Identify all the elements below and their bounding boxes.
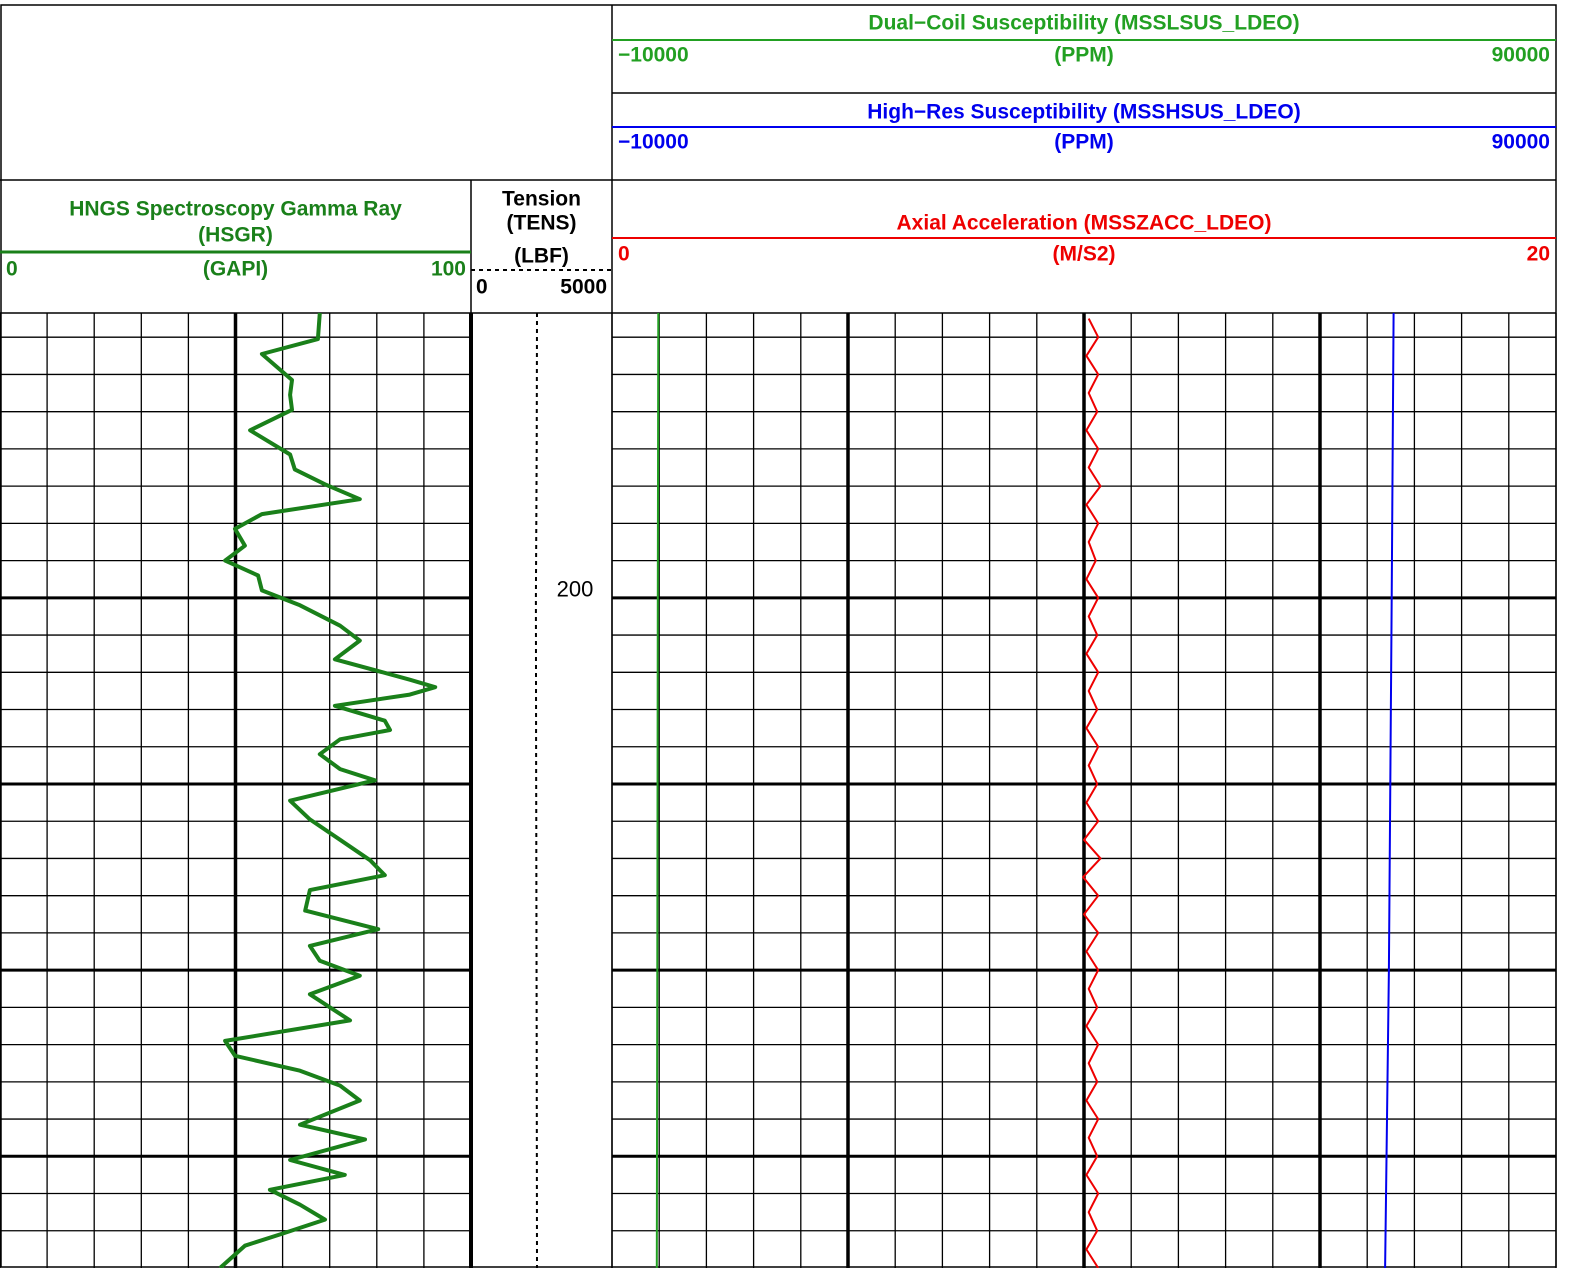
curve-title: Dual−Coil Susceptibility (MSSLSUS_LDEO)	[868, 12, 1299, 35]
log-curve	[218, 312, 438, 1268]
scale-label: −10000	[618, 44, 689, 67]
scale-label: 5000	[560, 276, 607, 299]
curve-title: HNGS Spectroscopy Gamma Ray	[69, 198, 402, 221]
depth-label: 200	[557, 577, 594, 602]
scale-label: 0	[6, 258, 18, 281]
scale-label: 0	[618, 243, 630, 266]
curve-title: Axial Acceleration (MSSZACC_LDEO)	[897, 212, 1272, 235]
frame	[0, 4, 1557, 1268]
log-curve	[534, 312, 538, 1268]
curve-title: (TENS)	[507, 212, 577, 235]
scale-label: 100	[431, 258, 466, 281]
curve-unit: (PPM)	[1054, 131, 1114, 154]
curve-unit: (M/S2)	[1053, 243, 1116, 266]
scale-label: −10000	[618, 131, 689, 154]
curve-title: Tension	[502, 188, 581, 211]
curve-unit: (PPM)	[1054, 44, 1114, 67]
curve-unit: (GAPI)	[203, 258, 268, 281]
log-curve	[1384, 312, 1395, 1268]
scale-label: 90000	[1492, 44, 1550, 67]
curve-title: High−Res Susceptibility (MSSHSUS_LDEO)	[867, 101, 1301, 124]
scale-label: 0	[476, 276, 488, 299]
log-curve	[655, 312, 660, 1268]
curve-unit: (LBF)	[514, 245, 569, 268]
log-curve	[1082, 318, 1102, 1268]
curve-title: (HSGR)	[198, 224, 273, 247]
scale-label: 90000	[1492, 131, 1550, 154]
grid	[0, 313, 1557, 1268]
scale-label: 20	[1527, 243, 1550, 266]
